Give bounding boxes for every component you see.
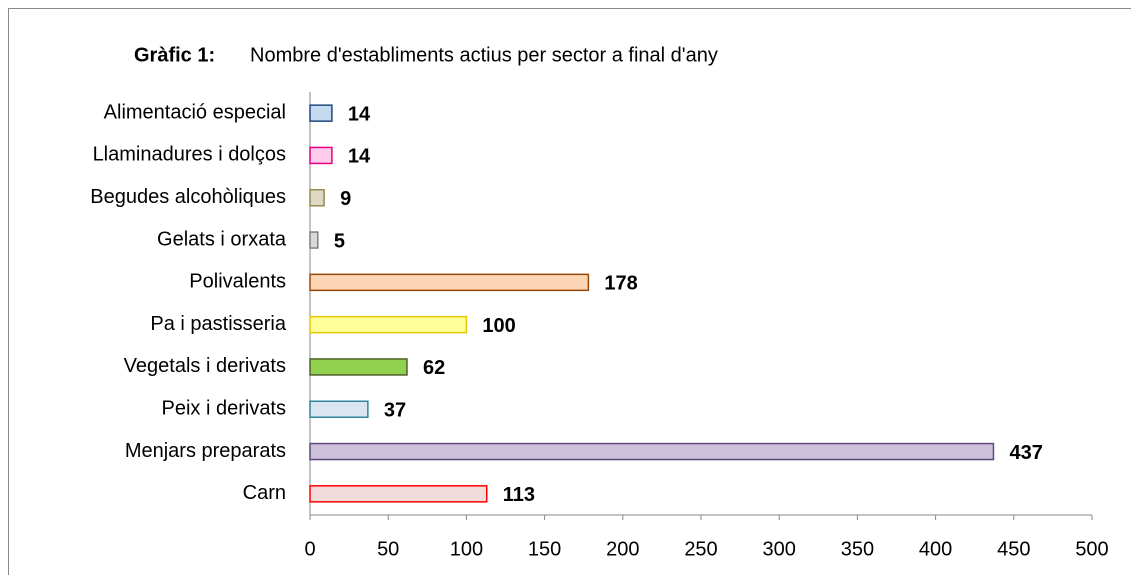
value-label: 178	[604, 273, 637, 295]
bar	[310, 359, 407, 375]
bar	[310, 232, 318, 248]
x-tick-label: 450	[997, 538, 1030, 560]
value-label: 37	[384, 400, 406, 422]
y-tick-label: Gelats i orxata	[157, 228, 287, 250]
x-tick-label: 150	[528, 538, 561, 560]
y-tick-label: Menjars preparats	[125, 440, 286, 462]
y-tick-label: Begudes alcohòliques	[90, 186, 286, 208]
x-tick-label: 200	[606, 538, 639, 560]
value-label: 62	[423, 357, 445, 379]
x-tick-label: 400	[919, 538, 952, 560]
y-tick-label: Peix i derivats	[162, 398, 287, 420]
bar	[310, 317, 466, 333]
x-tick-label: 50	[377, 538, 399, 560]
value-label: 437	[1009, 442, 1042, 464]
y-tick-label: Pa i pastisseria	[150, 313, 286, 335]
y-tick-label: Polivalents	[189, 271, 286, 293]
x-tick-label: 0	[304, 538, 315, 560]
value-label: 100	[482, 315, 515, 337]
value-label: 14	[348, 103, 371, 125]
x-tick-label: 300	[763, 538, 796, 560]
bar	[310, 401, 368, 417]
value-label: 14	[348, 146, 371, 168]
y-tick-label: Llaminadures i dolços	[93, 144, 286, 166]
bar	[310, 444, 993, 460]
x-tick-label: 500	[1075, 538, 1108, 560]
value-label: 113	[503, 484, 535, 506]
bar	[310, 486, 487, 502]
y-tick-label: Vegetals i derivats	[124, 355, 286, 377]
x-tick-label: 100	[450, 538, 483, 560]
chart-frame	[9, 9, 1131, 576]
bar	[310, 190, 324, 206]
chart-title: Nombre d'establiments actius per sector …	[250, 44, 718, 66]
bar	[310, 274, 588, 290]
y-tick-label: Alimentació especial	[104, 101, 286, 123]
value-label: 9	[340, 188, 351, 210]
x-tick-label: 250	[684, 538, 717, 560]
chart-title-label: Gràfic 1:	[134, 44, 215, 66]
value-label: 5	[334, 230, 345, 252]
bar	[310, 105, 332, 121]
bar	[310, 147, 332, 163]
y-tick-label: Carn	[243, 482, 286, 504]
x-tick-label: 350	[841, 538, 874, 560]
